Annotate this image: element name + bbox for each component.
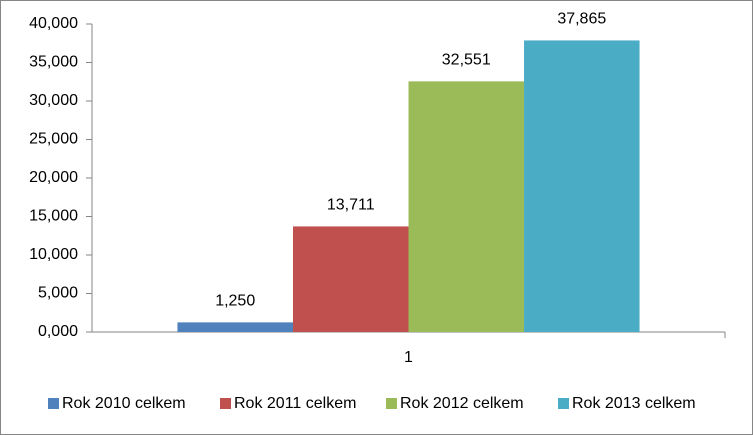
data-label: 1,250 — [215, 293, 255, 310]
legend-label: Rok 2012 celkem — [400, 395, 524, 412]
legend-label: Rok 2010 celkem — [62, 395, 186, 412]
legend-swatch — [220, 398, 231, 409]
bar — [408, 81, 525, 332]
y-tick-label: 15,000 — [29, 208, 78, 225]
y-tick-label: 20,000 — [29, 169, 78, 186]
y-tick-label: 5,000 — [38, 285, 78, 302]
x-tick-label: 1 — [404, 349, 413, 366]
y-tick-label: 30,000 — [29, 92, 78, 109]
legend-label: Rok 2011 celkem — [234, 395, 356, 412]
legend-swatch — [386, 398, 397, 409]
bar — [292, 226, 409, 332]
data-label: 32,551 — [442, 52, 491, 69]
legend-swatch — [48, 398, 59, 409]
y-tick-label: 0,000 — [38, 323, 78, 340]
data-label: 37,865 — [557, 11, 606, 28]
y-tick-label: 35,000 — [29, 54, 78, 71]
bar — [524, 40, 640, 332]
data-label: 13,711 — [327, 197, 375, 214]
y-tick-label: 25,000 — [29, 131, 78, 148]
legend-swatch — [558, 398, 569, 409]
bar — [177, 322, 293, 332]
legend-label: Rok 2013 celkem — [572, 395, 696, 412]
y-tick-label: 40,000 — [29, 15, 78, 32]
y-tick-label: 10,000 — [29, 246, 78, 263]
